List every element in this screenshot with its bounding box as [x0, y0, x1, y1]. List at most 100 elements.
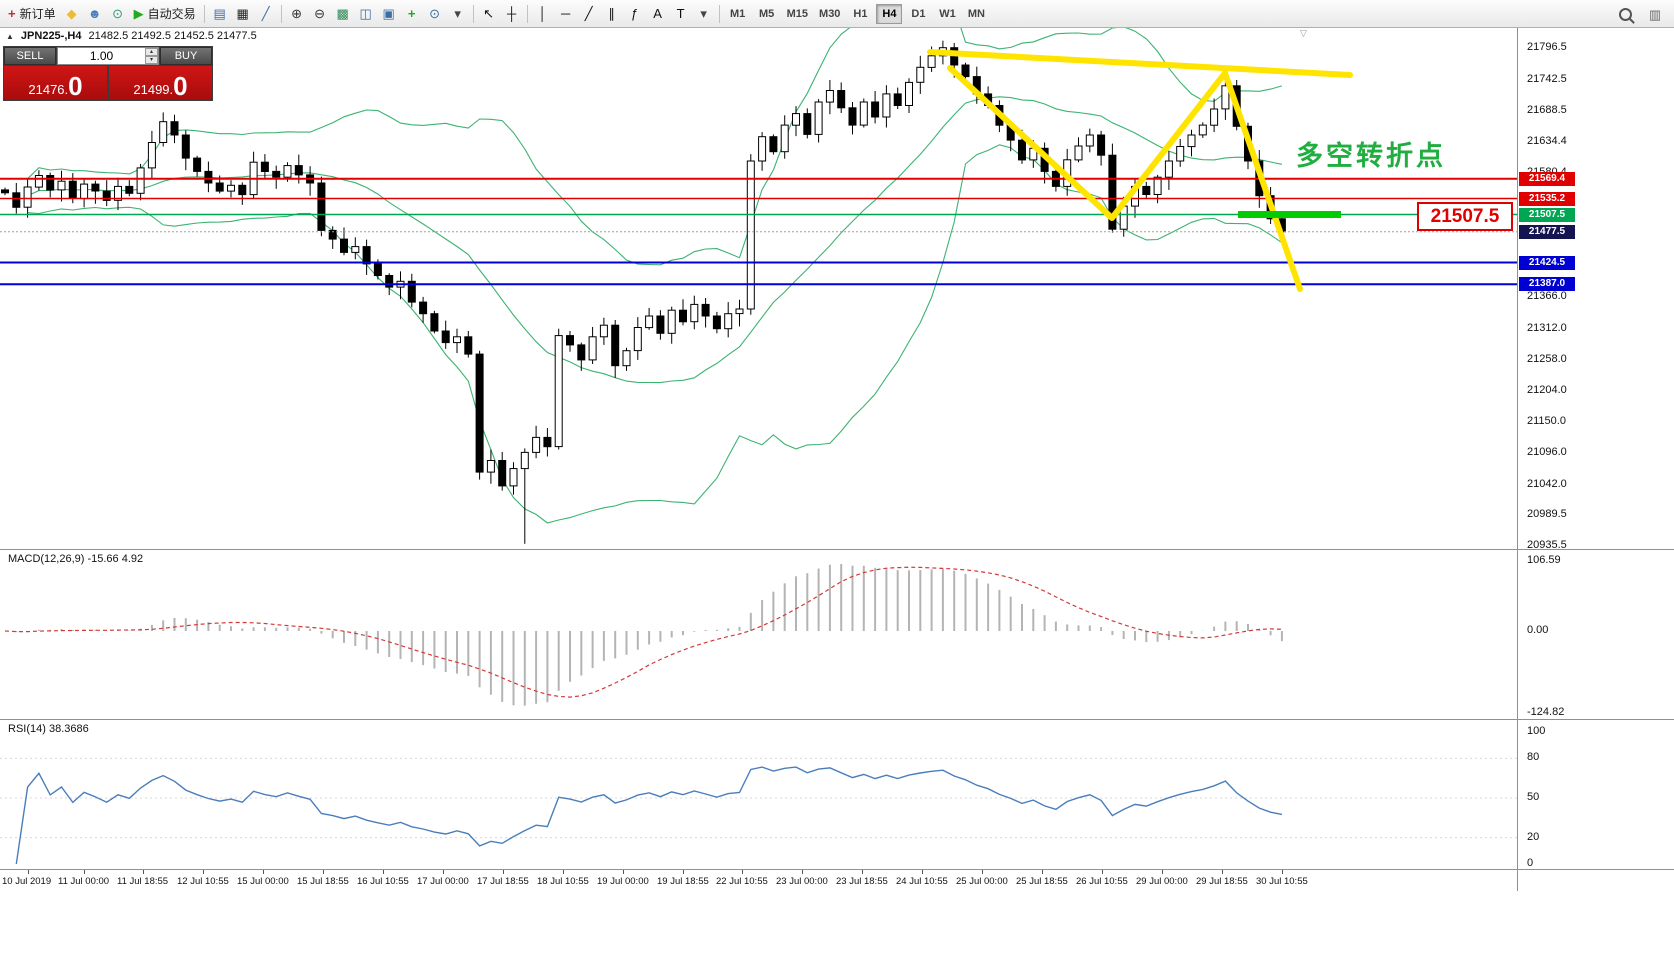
- timeframe-d1-button[interactable]: D1: [905, 4, 931, 24]
- time-axis-tick: [28, 870, 29, 874]
- candlestick-chart-icon: ▦: [236, 6, 249, 21]
- time-axis-label: 29 Jul 00:00: [1136, 876, 1188, 887]
- text-button[interactable]: A: [647, 3, 669, 25]
- turning-point-annotation[interactable]: 多空转折点: [1296, 141, 1446, 171]
- time-axis-label: 22 Jul 10:55: [716, 876, 768, 887]
- search-button[interactable]: [1614, 3, 1636, 25]
- fibonacci-icon: ƒ: [631, 6, 639, 21]
- text-label-button[interactable]: T: [670, 3, 692, 25]
- time-axis-tick: [802, 870, 803, 874]
- price-chart[interactable]: [0, 28, 1517, 549]
- bar-chart-button[interactable]: ▤: [209, 3, 231, 25]
- time-axis-tick: [1102, 870, 1103, 874]
- toolbar: + 新订单 ◆ ☻ ⊙ ▶ 自动交易 ▤ ▦ ╱ ⊕ ⊖ ▩ ◫ ▣ + ⊙ ▾ ↖ ┼ │ ─ ╱ ∥ ƒ A T ▾ M1 M5 M15…: [0, 0, 1674, 28]
- yellow-trendline-1[interactable]: [927, 49, 1353, 78]
- buy-button[interactable]: BUY: [160, 47, 212, 65]
- toolbar-right: ▥: [1614, 3, 1666, 25]
- periodicity-button[interactable]: ⊙: [424, 3, 446, 25]
- candlestick-chart-button[interactable]: ▦: [232, 3, 254, 25]
- rsi-chart[interactable]: [0, 720, 1517, 869]
- indicators-button[interactable]: +: [401, 3, 423, 25]
- candlesticks: [1, 40, 1286, 544]
- time-axis-label: 23 Jul 18:55: [836, 876, 888, 887]
- grid-button[interactable]: ▩: [332, 3, 354, 25]
- chart-symbol-period: JPN225-,H4: [20, 30, 82, 42]
- crosshair-button[interactable]: ┼: [501, 3, 523, 25]
- toolbar-separator: [472, 4, 474, 23]
- price-callout-label[interactable]: 21507.5: [1417, 202, 1513, 231]
- rsi-panel[interactable]: RSI(14) 38.3686 100 80 50 20 0: [0, 719, 1674, 869]
- time-axis-label: 17 Jul 18:55: [477, 876, 529, 887]
- macd-histogram: [15, 564, 1283, 706]
- macd-label: MACD(12,26,9) -15.66 4.92: [8, 553, 144, 565]
- fibonacci-button[interactable]: ƒ: [624, 3, 646, 25]
- time-axis-tick: [683, 870, 684, 874]
- sell-price-box[interactable]: 21476. 0: [4, 66, 107, 100]
- tile-windows-button[interactable]: ◫: [355, 3, 377, 25]
- navigator-icon: ⊙: [112, 6, 124, 21]
- time-axis[interactable]: 10 Jul 2019 11 Jul 00:00 11 Jul 18:55 12 Ju…: [0, 869, 1674, 891]
- macd-axis-label: 0.00: [1527, 624, 1549, 636]
- zoom-in-button[interactable]: ⊕: [286, 3, 308, 25]
- price-axis[interactable]: 21796.521742.521688.521634.421580.421366…: [1517, 28, 1674, 551]
- toolbar-separator: [203, 4, 205, 23]
- auto-trading-button[interactable]: ▶ 自动交易: [130, 3, 200, 25]
- time-axis-tick: [323, 870, 324, 874]
- horizontal-line-button[interactable]: ─: [555, 3, 577, 25]
- time-axis-tick: [84, 870, 85, 874]
- timeframe-mn-button[interactable]: MN: [963, 4, 989, 24]
- time-axis-tick: [503, 870, 504, 874]
- sell-price: 21476.: [28, 81, 69, 97]
- arrange-windows-button[interactable]: ▣: [378, 3, 400, 25]
- yellow-trendline-2[interactable]: [947, 65, 1303, 292]
- buy-price-box[interactable]: 21499. 0: [109, 66, 212, 100]
- toolbar-items: + 新订单 ◆ ☻ ⊙ ▶ 自动交易 ▤ ▦ ╱ ⊕ ⊖ ▩ ◫ ▣ + ⊙ ▾ ↖ ┼ │ ─ ╱ ∥ ƒ A T ▾ M1 M5 M15…: [4, 3, 990, 25]
- sell-button[interactable]: SELL: [4, 47, 56, 65]
- new-order-button[interactable]: + 新订单: [4, 3, 60, 25]
- line-chart-button[interactable]: ╱: [255, 3, 277, 25]
- time-axis-tick: [143, 870, 144, 874]
- price-level-lines[interactable]: [0, 177, 1517, 286]
- market-watch-button[interactable]: ☻: [84, 3, 106, 25]
- templates-button[interactable]: ▾: [447, 3, 469, 25]
- macd-axis-label: -124.82: [1527, 706, 1565, 718]
- macd-axis-label: 106.59: [1527, 554, 1561, 566]
- volume-up-button[interactable]: ▴: [145, 48, 158, 56]
- timeframe-h1-button[interactable]: H1: [847, 4, 873, 24]
- macd-chart[interactable]: [0, 550, 1517, 719]
- time-axis-tick: [443, 870, 444, 874]
- price-axis-label: 21204.0: [1527, 384, 1567, 396]
- line-chart-icon: ╱: [261, 6, 270, 21]
- drawn-objects[interactable]: [927, 49, 1353, 292]
- chart-info: ▲ JPN225-,H4 21482.5 21492.5 21452.5 214…: [6, 30, 257, 42]
- volume-down-button[interactable]: ▾: [145, 56, 158, 64]
- volume-input[interactable]: [58, 48, 145, 64]
- timeframe-m15-button[interactable]: M15: [783, 4, 812, 24]
- sell-price-pip: 0: [68, 71, 83, 102]
- cursor-button[interactable]: ↖: [478, 3, 500, 25]
- timeframe-m1-button[interactable]: M1: [725, 4, 751, 24]
- horizontal-line-icon: ─: [561, 6, 571, 21]
- timeframe-h4-button[interactable]: H4: [876, 3, 903, 24]
- timeframe-m5-button[interactable]: M5: [754, 4, 780, 24]
- price-badge-21387.0: 21387.0: [1519, 277, 1575, 292]
- navigator-button[interactable]: ⊙: [107, 3, 129, 25]
- price-axis-label: 21796.5: [1527, 41, 1567, 54]
- trendline-button[interactable]: ╱: [578, 3, 600, 25]
- chart-shift-button[interactable]: ▥: [1644, 3, 1666, 25]
- timeframe-m30-button[interactable]: M30: [815, 4, 844, 24]
- time-axis-label: 11 Jul 18:55: [117, 876, 169, 887]
- profiles-button[interactable]: ◆: [61, 3, 83, 25]
- vertical-line-button[interactable]: │: [532, 3, 554, 25]
- macd-panel[interactable]: MACD(12,26,9) -15.66 4.92 106.59 0.00 -124…: [0, 549, 1674, 719]
- price-badge-21424.5: 21424.5: [1519, 255, 1575, 270]
- zoom-out-button[interactable]: ⊖: [309, 3, 331, 25]
- price-axis-label: 21366.0: [1527, 290, 1567, 303]
- market-watch-icon: ☻: [87, 6, 102, 21]
- time-axis-tick: [1282, 870, 1283, 874]
- shapes-button[interactable]: ▾: [693, 3, 715, 25]
- cursor-icon: ↖: [483, 6, 495, 21]
- timeframe-w1-button[interactable]: W1: [934, 4, 960, 24]
- equidistant-channel-button[interactable]: ∥: [601, 3, 623, 25]
- chart-window[interactable]: ▲ JPN225-,H4 21482.5 21492.5 21452.5 214…: [0, 28, 1517, 549]
